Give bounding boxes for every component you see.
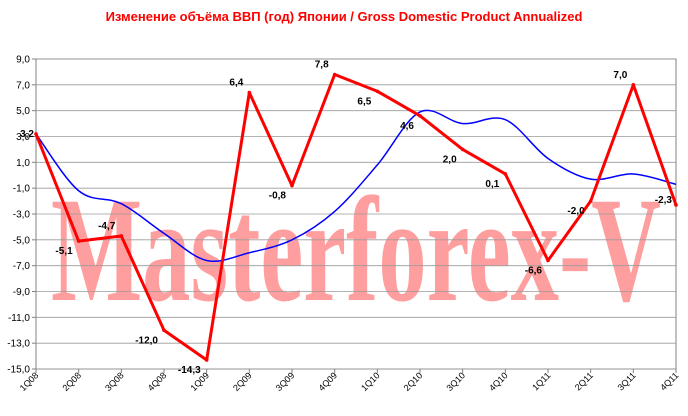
data-label: 3,2 — [20, 129, 34, 140]
data-point — [503, 172, 508, 176]
y-tick-label: 5,0 — [16, 106, 30, 117]
data-label: 7,0 — [613, 70, 627, 81]
data-label: 4,6 — [400, 121, 414, 132]
data-label: 0,1 — [485, 179, 499, 190]
chart-title: Изменение объёма ВВП (год) Японии / Gros… — [105, 9, 583, 24]
y-tick-label: -13,0 — [7, 339, 30, 350]
x-tick-label: 4Q10 — [487, 370, 510, 393]
data-point — [34, 132, 38, 136]
data-point — [162, 328, 166, 333]
data-label: -4,7 — [98, 221, 116, 232]
x-tick-label: 4Q08 — [146, 370, 169, 393]
x-tick-label: 4Q11 — [658, 370, 680, 392]
data-point — [290, 183, 294, 188]
data-label: -6,6 — [525, 266, 543, 277]
x-tick-label: 1Q11 — [530, 370, 552, 392]
series-line-red — [34, 73, 678, 362]
data-point — [247, 90, 252, 95]
data-point — [76, 239, 81, 243]
data-point — [546, 258, 550, 263]
data-label: -14,3 — [178, 365, 201, 376]
y-tick-label: -3,0 — [13, 210, 31, 221]
data-label: 7,8 — [315, 60, 329, 71]
y-tick-label: 7,0 — [16, 80, 30, 91]
y-tick-label: -7,0 — [13, 261, 31, 272]
y-tick-label: -5,0 — [13, 235, 31, 246]
x-tick-label: 3Q10 — [444, 370, 467, 393]
data-point — [119, 234, 124, 238]
x-tick-label: 1Q10 — [359, 370, 382, 393]
data-label: -12,0 — [135, 335, 158, 346]
x-tick-label: 2Q11 — [573, 370, 595, 392]
y-tick-label: 9,0 — [16, 55, 30, 66]
data-point — [460, 147, 465, 152]
x-tick-label: 2Q09 — [231, 370, 254, 393]
y-tick-label: 3,0 — [16, 132, 30, 143]
data-label: 2,0 — [443, 154, 457, 165]
watermark: Masterforex-V — [51, 167, 661, 333]
y-tick-label: -15,0 — [7, 365, 30, 376]
x-tick-label: 3Q11 — [616, 370, 638, 392]
data-label: 6,5 — [357, 96, 371, 107]
data-point — [588, 199, 593, 203]
data-label: -2,0 — [567, 206, 585, 217]
data-label: -0,8 — [269, 191, 287, 202]
data-label: -5,1 — [55, 246, 73, 257]
series-line-blue — [35, 109, 677, 262]
x-tick-label: 2Q08 — [60, 370, 83, 393]
x-tick-label: 2Q10 — [402, 370, 425, 393]
data-point — [631, 83, 636, 87]
y-tick-label: -1,0 — [13, 184, 31, 195]
data-point — [204, 358, 209, 362]
data-label: -2,3 — [655, 195, 673, 206]
y-tick-label: -9,0 — [13, 287, 31, 298]
x-tick-label: 3Q09 — [274, 370, 297, 393]
x-tick-label: 4Q09 — [316, 370, 339, 393]
data-point — [674, 203, 678, 207]
y-tick-label: 1,0 — [16, 158, 30, 169]
data-point — [332, 72, 337, 77]
data-label: 6,4 — [229, 78, 243, 89]
x-tick-label: 3Q08 — [103, 370, 126, 393]
data-point — [375, 89, 380, 94]
y-tick-label: -11,0 — [8, 313, 30, 324]
data-point — [418, 114, 422, 118]
